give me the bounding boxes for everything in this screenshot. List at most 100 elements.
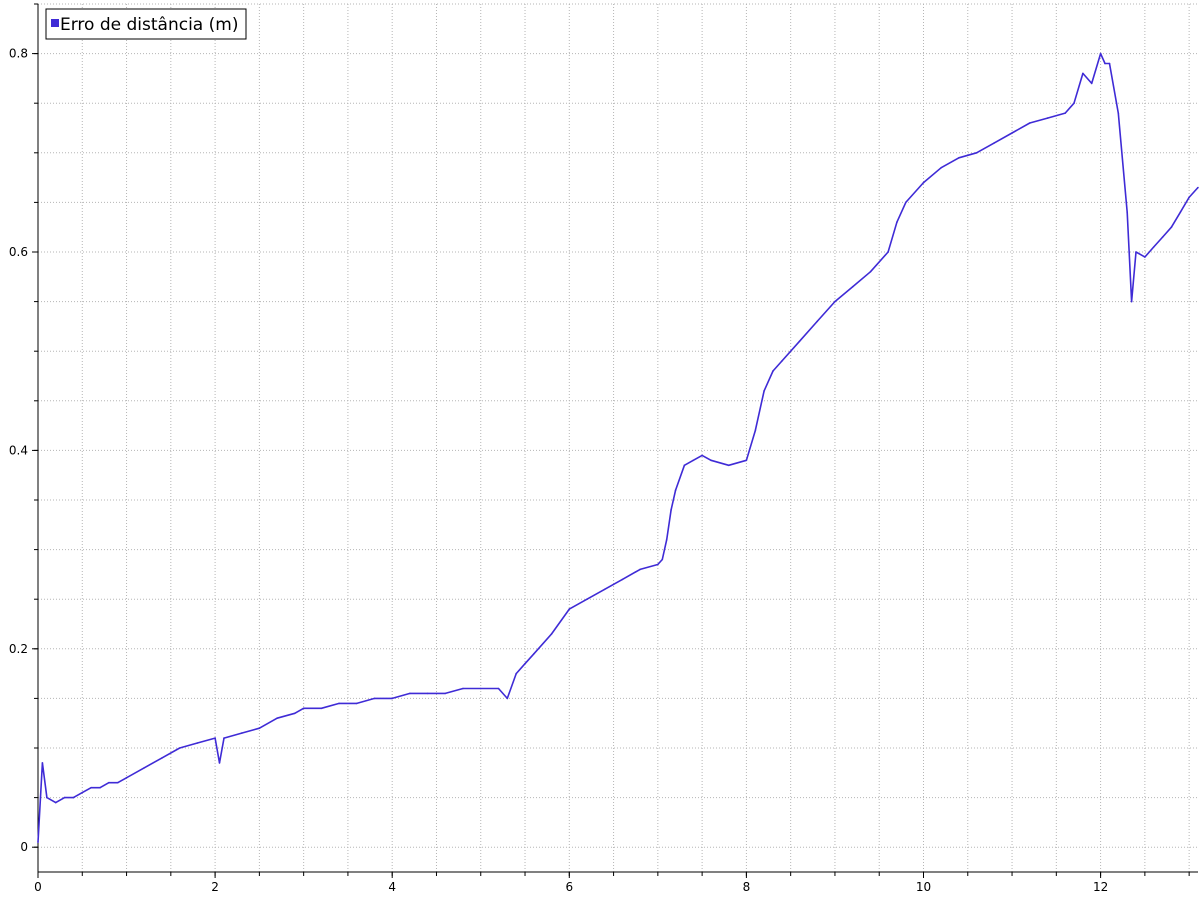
y-tick-label: 0 xyxy=(20,840,28,854)
x-tick-label: 2 xyxy=(211,880,219,894)
data-point xyxy=(661,558,664,561)
data-point xyxy=(1099,52,1102,55)
data-point xyxy=(373,697,376,700)
data-point xyxy=(922,181,925,184)
data-point xyxy=(320,707,323,710)
data-point xyxy=(479,687,482,690)
data-point xyxy=(701,454,703,457)
legend-swatch xyxy=(51,19,59,27)
data-point xyxy=(1117,112,1120,114)
data-point xyxy=(302,707,305,710)
tick-labels: 0 2 4 6 8 10 12 0 0.2 0.4 0.6 0.8 xyxy=(9,47,1108,894)
data-point xyxy=(1104,62,1106,65)
data-point xyxy=(1188,196,1190,199)
data-point xyxy=(90,786,92,789)
data-point xyxy=(240,732,243,734)
data-point xyxy=(276,717,278,719)
data-point xyxy=(993,142,996,144)
x-tick-label: 0 xyxy=(34,880,42,894)
data-point xyxy=(674,489,677,491)
data-point xyxy=(568,608,571,610)
data-point xyxy=(683,464,686,467)
data-point xyxy=(533,653,535,655)
data-point xyxy=(54,801,57,804)
x-tick-label: 4 xyxy=(388,880,396,894)
data-point xyxy=(444,692,447,695)
data-point xyxy=(958,157,960,159)
data-point xyxy=(905,201,907,204)
axes xyxy=(37,4,1198,873)
data-point xyxy=(81,791,84,794)
data-point xyxy=(754,429,757,432)
data-point xyxy=(1046,117,1049,119)
data-point xyxy=(692,459,695,462)
data-point xyxy=(391,697,394,700)
data-point xyxy=(763,390,765,392)
data-point xyxy=(72,796,75,799)
legend-box xyxy=(45,8,247,40)
grid-lines xyxy=(37,3,1198,872)
data-point xyxy=(975,152,978,154)
legend: Erro de distância (m) xyxy=(45,8,247,40)
data-point xyxy=(161,757,163,759)
data-point xyxy=(258,727,261,729)
x-tick-label: 12 xyxy=(1093,880,1108,894)
data-point xyxy=(223,737,225,739)
data-point xyxy=(1029,122,1031,124)
data-point xyxy=(869,271,872,273)
data-point xyxy=(218,762,221,764)
data-point xyxy=(798,340,801,343)
y-tick-label: 0.6 xyxy=(9,245,28,259)
data-point xyxy=(497,687,500,690)
data-point xyxy=(1090,82,1093,85)
data-point xyxy=(46,796,48,799)
data-point xyxy=(462,687,464,690)
data-point xyxy=(550,633,553,635)
data-point xyxy=(772,370,774,372)
data-point xyxy=(657,563,659,566)
data-point xyxy=(1197,186,1199,189)
data-point xyxy=(506,697,509,700)
data-point xyxy=(524,662,526,665)
data-point xyxy=(1130,300,1133,303)
data-point xyxy=(1064,112,1066,114)
series-layer xyxy=(37,52,1199,843)
data-point xyxy=(940,166,942,169)
data-point xyxy=(896,221,898,223)
data-point xyxy=(409,692,411,695)
data-point xyxy=(781,360,783,362)
data-point xyxy=(1144,256,1146,258)
data-point xyxy=(125,777,128,779)
data-point xyxy=(1108,62,1111,65)
data-point xyxy=(670,509,672,511)
data-point xyxy=(1073,102,1075,104)
data-point xyxy=(1135,251,1137,253)
data-point xyxy=(37,841,39,843)
data-point xyxy=(1170,226,1173,228)
data-point xyxy=(1152,246,1155,248)
data-point xyxy=(834,300,836,303)
data-point xyxy=(887,251,889,253)
x-tick-label: 6 xyxy=(565,880,573,894)
data-point xyxy=(116,781,119,784)
data-point xyxy=(603,588,606,591)
x-tick-label: 8 xyxy=(743,880,751,894)
data-point xyxy=(1126,211,1128,214)
data-point xyxy=(515,672,517,675)
tick-marks xyxy=(32,3,1190,878)
data-point xyxy=(178,747,181,749)
data-point xyxy=(745,459,748,462)
data-point xyxy=(1179,211,1182,214)
data-point xyxy=(710,459,712,462)
data-point xyxy=(99,786,101,789)
data-point xyxy=(294,712,296,715)
data-point xyxy=(41,762,44,764)
data-point xyxy=(338,702,340,705)
series-line-0 xyxy=(37,52,1199,843)
data-point xyxy=(63,796,66,799)
y-tick-label: 0.8 xyxy=(9,47,28,61)
data-point xyxy=(621,578,624,581)
data-point xyxy=(1161,236,1164,238)
data-point xyxy=(426,692,429,695)
